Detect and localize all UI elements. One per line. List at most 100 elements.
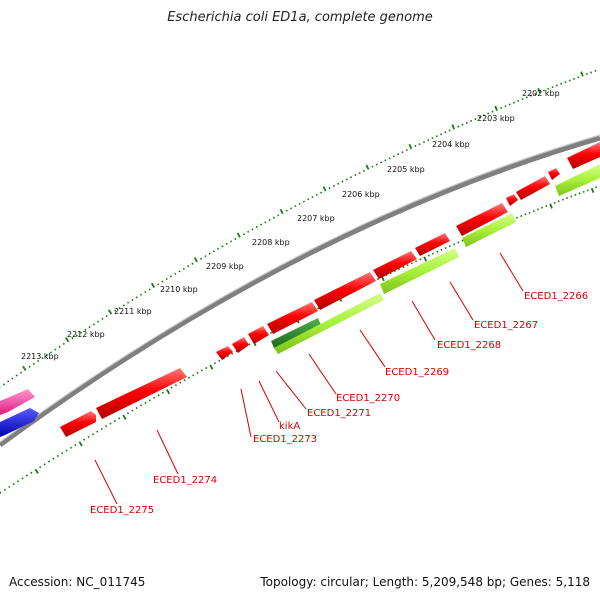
- minor-tick: [515, 216, 519, 219]
- cds-lime-2[interactable]: [380, 248, 459, 294]
- gene-ECED1_2271[interactable]: [248, 326, 269, 344]
- minor-tick: [182, 267, 185, 270]
- leader-ECED1_2270: [308, 353, 337, 395]
- minor-tick: [410, 262, 413, 265]
- cds-lime-4[interactable]: [555, 164, 600, 196]
- gene-ECED1_2273[interactable]: [216, 346, 233, 360]
- minor-tick: [113, 419, 116, 423]
- gene-pink[interactable]: [0, 389, 35, 415]
- minor-tick: [435, 135, 438, 138]
- gene-label[interactable]: ECED1_2266: [524, 291, 588, 302]
- minor-tick: [83, 438, 86, 441]
- major-tick: [209, 364, 214, 370]
- minor-tick: [398, 268, 401, 271]
- minor-tick: [444, 246, 447, 250]
- minor-tick: [582, 190, 585, 193]
- gene-ECED1_2274[interactable]: [96, 368, 187, 419]
- minor-tick: [165, 277, 168, 281]
- gene-ECED1_2275[interactable]: [60, 411, 96, 437]
- minor-tick: [212, 250, 215, 253]
- minor-tick: [199, 257, 203, 260]
- minor-tick: [566, 197, 569, 200]
- minor-tick: [536, 208, 539, 211]
- minor-tick: [153, 396, 156, 399]
- gene-small-a[interactable]: [506, 194, 518, 206]
- minor-tick: [122, 304, 125, 307]
- gene-right-edge[interactable]: [567, 142, 600, 169]
- cds-dark-green[interactable]: [271, 318, 321, 348]
- gene-label[interactable]: ECED1_2274: [153, 475, 217, 486]
- gene-ECED1_2270[interactable]: [267, 302, 318, 334]
- minor-tick: [62, 342, 65, 345]
- gene-label[interactable]: ECED1_2269: [385, 367, 449, 378]
- minor-tick: [79, 331, 83, 334]
- gene-ECED1_2267-a[interactable]: [415, 233, 450, 256]
- minor-tick: [530, 94, 533, 97]
- minor-tick: [401, 151, 404, 154]
- minor-tick: [248, 343, 251, 346]
- minor-tick: [553, 201, 556, 204]
- gene-label[interactable]: ECED1_2268: [437, 340, 501, 351]
- cds-lime-3[interactable]: [462, 213, 516, 247]
- minor-tick: [376, 278, 379, 281]
- minor-tick: [69, 446, 73, 449]
- minor-tick: [144, 401, 147, 404]
- minor-tick: [45, 354, 48, 357]
- minor-tick: [208, 252, 211, 255]
- minor-tick: [358, 171, 361, 175]
- gene-blue[interactable]: [0, 408, 39, 437]
- major-tick: [451, 124, 456, 130]
- major-tick: [236, 232, 241, 238]
- minor-tick: [414, 145, 417, 148]
- minor-tick: [457, 241, 460, 244]
- minor-tick: [272, 216, 275, 219]
- minor-tick: [534, 92, 537, 95]
- minor-tick: [178, 270, 181, 273]
- minor-tick: [444, 131, 447, 134]
- minor-tick: [512, 101, 516, 104]
- minor-tick: [126, 412, 130, 415]
- minor-tick: [255, 225, 258, 229]
- minor-tick: [570, 195, 573, 198]
- gene-ECED1_2268[interactable]: [373, 251, 417, 279]
- minor-tick: [139, 404, 143, 407]
- gene-kikA[interactable]: [232, 337, 249, 353]
- gene-label[interactable]: ECED1_2267: [474, 320, 538, 331]
- minor-tick: [54, 348, 57, 351]
- minor-tick: [457, 125, 460, 128]
- minor-tick: [315, 193, 318, 196]
- minor-tick: [2, 383, 5, 386]
- gene-label[interactable]: kikA: [279, 421, 300, 432]
- scale-label: 2213 kbp: [21, 352, 59, 361]
- accession-text: Accession: NC_011745: [9, 575, 146, 589]
- minor-tick: [405, 149, 408, 152]
- gene-ECED1_2267-b[interactable]: [456, 203, 508, 236]
- cds-lime-1[interactable]: [274, 293, 384, 354]
- gene-label[interactable]: ECED1_2271: [307, 408, 371, 419]
- minor-tick: [289, 207, 293, 210]
- leader-ECED1_2271: [275, 370, 307, 410]
- minor-tick: [402, 266, 405, 269]
- minor-tick: [504, 105, 507, 108]
- gene-label[interactable]: ECED1_2270: [336, 393, 400, 404]
- gene-ECED1_2269[interactable]: [314, 272, 376, 310]
- minor-tick: [65, 449, 68, 452]
- minor-tick: [41, 357, 44, 360]
- major-tick: [22, 365, 27, 371]
- minor-tick: [170, 386, 173, 389]
- gene-small-b[interactable]: [548, 168, 560, 180]
- minor-tick: [74, 443, 77, 447]
- minor-tick: [440, 133, 443, 136]
- minor-tick: [196, 371, 199, 374]
- gene-ECED1_2266[interactable]: [516, 176, 550, 200]
- leader-lines: [94, 252, 524, 505]
- major-tick: [166, 389, 171, 395]
- minor-tick: [406, 264, 409, 267]
- cds-features: [271, 164, 600, 354]
- minor-tick: [187, 376, 191, 379]
- gene-label[interactable]: ECED1_2275: [90, 505, 154, 516]
- major-tick: [34, 468, 39, 474]
- minor-tick: [131, 409, 134, 412]
- gene-label[interactable]: ECED1_2273: [253, 434, 317, 445]
- leader-kikA: [258, 380, 280, 423]
